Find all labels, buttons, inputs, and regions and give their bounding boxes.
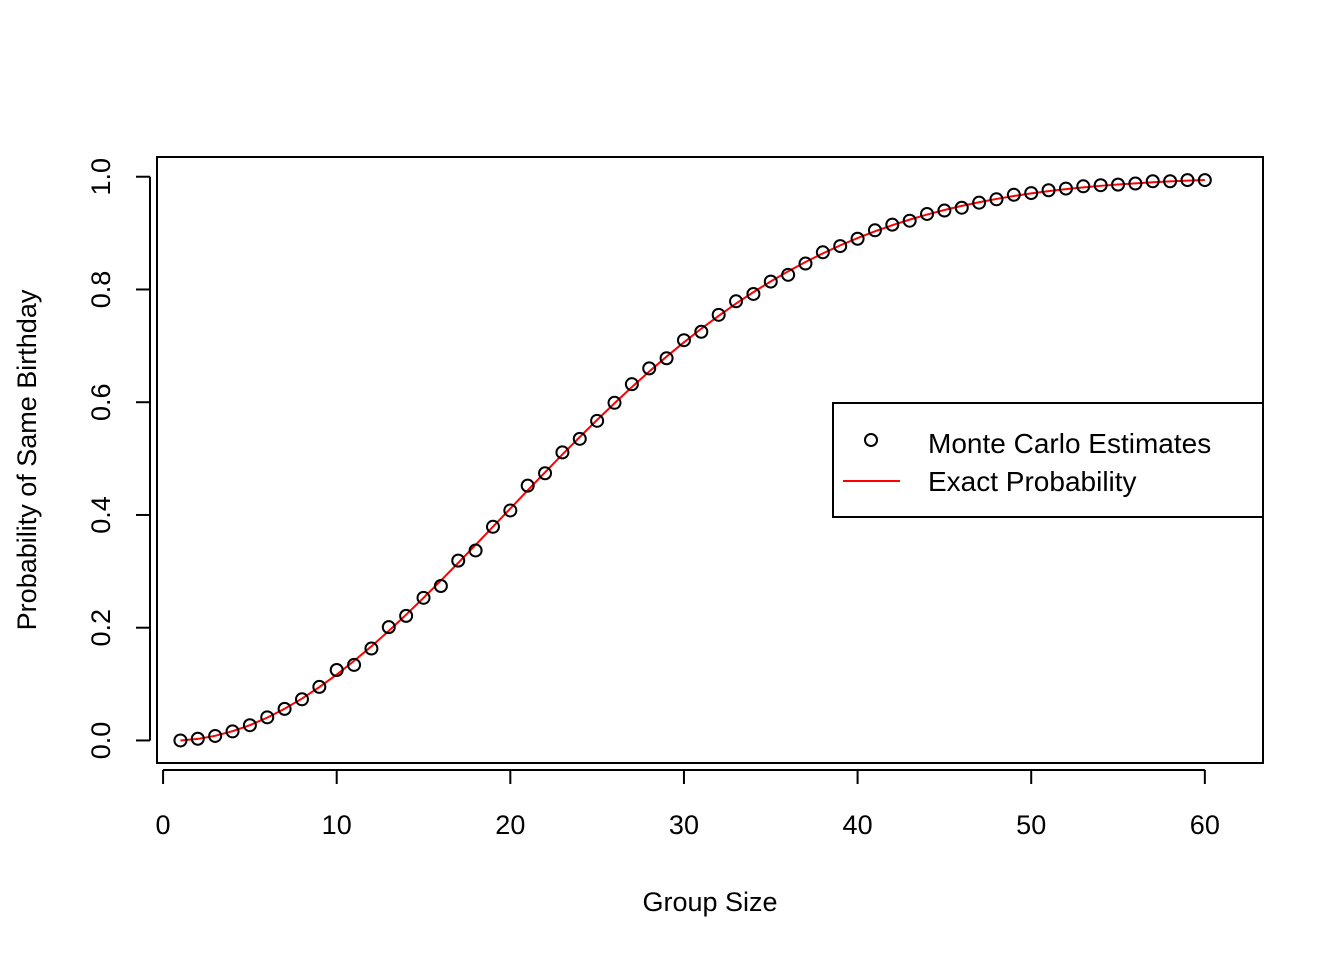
monte-carlo-point <box>815 245 830 260</box>
x-axis-label: Group Size <box>642 887 777 917</box>
monte-carlo-point <box>798 256 813 271</box>
monte-carlo-point <box>173 733 188 748</box>
monte-carlo-point <box>676 333 691 348</box>
exact-probability-line <box>180 179 1205 742</box>
monte-carlo-point <box>885 217 900 232</box>
monte-carlo-point <box>989 192 1004 207</box>
legend-point-marker <box>864 433 878 447</box>
monte-carlo-point <box>1180 173 1195 188</box>
monte-carlo-point <box>1006 187 1021 202</box>
monte-carlo-point <box>329 662 344 677</box>
monte-carlo-point <box>555 445 570 460</box>
y-tick-label: 0.2 <box>86 609 116 647</box>
monte-carlo-point <box>277 701 292 716</box>
y-tick-label: 0.0 <box>86 722 116 760</box>
monte-carlo-point <box>190 731 205 746</box>
monte-carlo-point <box>833 239 848 254</box>
legend: Monte Carlo Estimates Exact Probability <box>832 402 1264 518</box>
x-tick-label: 40 <box>843 810 873 840</box>
monte-carlo-point <box>451 553 466 568</box>
monte-carlo-point <box>485 519 500 534</box>
x-tick-label: 0 <box>156 810 171 840</box>
monte-carlo-point <box>225 724 240 739</box>
x-tick-label: 30 <box>669 810 699 840</box>
x-tick-label: 50 <box>1016 810 1046 840</box>
monte-carlo-point <box>746 286 761 301</box>
y-tick-label: 0.6 <box>86 383 116 421</box>
monte-carlo-point <box>433 578 448 593</box>
monte-carlo-point <box>1111 177 1126 192</box>
monte-carlo-point <box>954 200 969 215</box>
y-axis-label: Probability of Same Birthday <box>12 289 42 630</box>
monte-carlo-point <box>1076 179 1091 194</box>
monte-carlo-point <box>364 641 379 656</box>
monte-carlo-point <box>590 413 605 428</box>
y-tick-label: 1.0 <box>86 158 116 196</box>
monte-carlo-point <box>538 466 553 481</box>
monte-carlo-point <box>642 361 657 376</box>
monte-carlo-point <box>1145 174 1160 189</box>
monte-carlo-point <box>260 710 275 725</box>
monte-carlo-point <box>312 679 327 694</box>
monte-carlo-point <box>624 377 639 392</box>
y-tick-label: 0.8 <box>86 271 116 309</box>
x-tick-label: 20 <box>495 810 525 840</box>
monte-carlo-point <box>399 608 414 623</box>
monte-carlo-point <box>416 590 431 605</box>
monte-carlo-point <box>1128 176 1143 191</box>
monte-carlo-point <box>729 294 744 309</box>
x-tick-label: 60 <box>1190 810 1220 840</box>
monte-carlo-point <box>937 203 952 218</box>
monte-carlo-point <box>1163 174 1178 189</box>
monte-carlo-point <box>1024 186 1039 201</box>
monte-carlo-point <box>659 351 674 366</box>
monte-carlo-point <box>694 324 709 339</box>
monte-carlo-point <box>572 431 587 446</box>
monte-carlo-point <box>468 543 483 558</box>
monte-carlo-point <box>867 223 882 238</box>
monte-carlo-point <box>242 718 257 733</box>
monte-carlo-point <box>381 620 396 635</box>
monte-carlo-point <box>763 274 778 289</box>
monte-carlo-points <box>173 173 1212 748</box>
monte-carlo-point <box>520 478 535 493</box>
legend-label-exact: Exact Probability <box>928 466 1137 497</box>
monte-carlo-point <box>711 307 726 322</box>
monte-carlo-point <box>347 657 362 672</box>
y-axis: 0.0 0.2 0.4 0.6 0.8 1.0 <box>86 158 151 760</box>
monte-carlo-point <box>503 503 518 518</box>
monte-carlo-point <box>1093 178 1108 193</box>
monte-carlo-point <box>1058 181 1073 196</box>
monte-carlo-point <box>1197 173 1212 188</box>
monte-carlo-point <box>850 231 865 246</box>
monte-carlo-point <box>920 206 935 221</box>
monte-carlo-point <box>902 213 917 228</box>
x-axis: 0 10 20 30 40 50 60 <box>156 769 1220 840</box>
monte-carlo-point <box>607 395 622 410</box>
monte-carlo-point <box>972 195 987 210</box>
x-tick-label: 10 <box>322 810 352 840</box>
legend-label-monte-carlo: Monte Carlo Estimates <box>928 428 1211 459</box>
monte-carlo-point <box>294 692 309 707</box>
legend-box <box>832 402 1264 518</box>
monte-carlo-point <box>781 267 796 282</box>
monte-carlo-point <box>208 728 223 743</box>
monte-carlo-point <box>1041 183 1056 198</box>
y-tick-label: 0.4 <box>86 496 116 534</box>
